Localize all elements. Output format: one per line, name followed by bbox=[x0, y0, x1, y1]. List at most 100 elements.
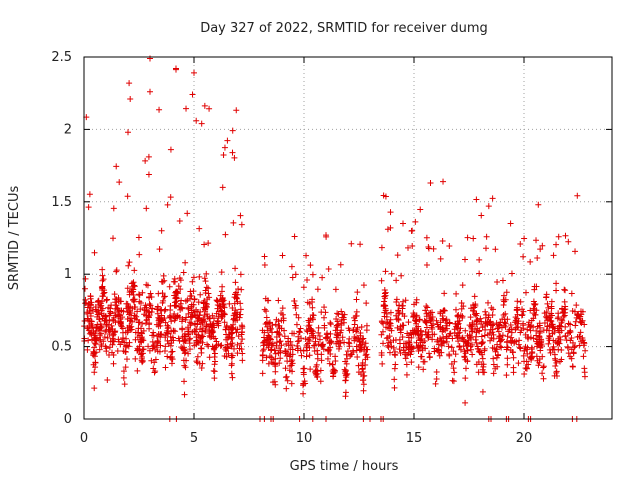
data-point bbox=[171, 278, 178, 285]
data-point bbox=[478, 320, 485, 327]
data-point bbox=[131, 315, 138, 322]
data-point bbox=[158, 227, 165, 234]
data-point bbox=[283, 353, 290, 360]
data-point bbox=[403, 371, 410, 378]
data-point bbox=[504, 338, 511, 345]
data-point bbox=[272, 355, 279, 362]
data-point bbox=[237, 212, 244, 219]
data-point bbox=[156, 316, 163, 323]
data-point bbox=[343, 351, 350, 358]
data-point bbox=[429, 309, 436, 316]
data-point bbox=[549, 346, 556, 353]
data-point bbox=[162, 332, 169, 339]
data-point bbox=[440, 307, 447, 314]
chart-title: Day 327 of 2022, SRMTID for receiver dum… bbox=[200, 21, 488, 36]
data-point bbox=[288, 362, 295, 369]
data-point bbox=[439, 312, 446, 319]
data-point bbox=[502, 310, 509, 317]
data-point bbox=[168, 360, 175, 367]
data-point bbox=[393, 299, 400, 306]
data-point bbox=[539, 242, 546, 249]
data-point bbox=[345, 325, 352, 332]
data-point bbox=[533, 353, 540, 360]
data-point bbox=[525, 335, 532, 342]
data-point bbox=[289, 357, 296, 364]
data-point bbox=[309, 271, 316, 278]
data-point bbox=[555, 233, 562, 240]
data-point bbox=[239, 323, 246, 330]
data-point bbox=[354, 289, 361, 296]
data-point bbox=[567, 337, 574, 344]
grid-lines bbox=[84, 57, 612, 419]
data-point bbox=[467, 334, 474, 341]
data-point bbox=[548, 305, 555, 312]
data-point bbox=[384, 342, 391, 349]
data-point bbox=[378, 352, 385, 359]
data-point bbox=[545, 304, 552, 311]
data-point bbox=[181, 330, 188, 337]
data-point bbox=[446, 242, 453, 249]
data-point bbox=[161, 293, 168, 300]
data-point bbox=[97, 330, 104, 337]
data-point bbox=[144, 316, 151, 323]
data-point bbox=[136, 251, 143, 258]
data-point bbox=[386, 349, 393, 356]
data-point bbox=[202, 278, 209, 285]
data-point bbox=[537, 339, 544, 346]
x-tick-label: 10 bbox=[296, 431, 313, 446]
data-point bbox=[480, 363, 487, 370]
data-point bbox=[170, 337, 177, 344]
data-point bbox=[117, 315, 124, 322]
data-point bbox=[435, 341, 442, 348]
data-point bbox=[521, 358, 528, 365]
data-point bbox=[543, 291, 550, 298]
data-point bbox=[332, 286, 339, 293]
data-point bbox=[353, 296, 360, 303]
data-point bbox=[499, 332, 506, 339]
data-point bbox=[179, 316, 186, 323]
data-point bbox=[102, 328, 109, 335]
data-point bbox=[334, 324, 341, 331]
data-point bbox=[478, 212, 485, 219]
data-point bbox=[206, 105, 213, 112]
data-point bbox=[190, 301, 197, 308]
data-point-peak bbox=[229, 149, 236, 156]
data-point bbox=[146, 321, 153, 328]
data-point-peak bbox=[147, 55, 153, 62]
data-point bbox=[483, 320, 490, 327]
data-point bbox=[556, 322, 563, 329]
data-point bbox=[397, 340, 404, 347]
data-point bbox=[135, 291, 142, 298]
data-point bbox=[181, 347, 188, 354]
data-point bbox=[91, 332, 98, 339]
data-point bbox=[99, 266, 106, 273]
data-point bbox=[432, 380, 439, 387]
data-point bbox=[562, 287, 569, 294]
data-point bbox=[436, 352, 443, 359]
data-point bbox=[116, 179, 123, 186]
data-point bbox=[169, 348, 176, 355]
data-point bbox=[111, 328, 118, 335]
data-point bbox=[122, 348, 129, 355]
data-point bbox=[223, 324, 230, 331]
data-point bbox=[184, 210, 191, 217]
data-point bbox=[106, 351, 113, 358]
data-point bbox=[113, 268, 120, 275]
data-point bbox=[536, 320, 543, 327]
data-point bbox=[110, 332, 117, 339]
data-point bbox=[496, 321, 503, 328]
data-point bbox=[114, 305, 121, 312]
data-point bbox=[228, 343, 235, 350]
data-point bbox=[527, 307, 534, 314]
data-point bbox=[565, 320, 572, 327]
data-point bbox=[221, 304, 228, 311]
data-point bbox=[222, 344, 229, 351]
data-point bbox=[472, 336, 479, 343]
data-point bbox=[409, 327, 416, 334]
data-point bbox=[210, 367, 217, 374]
data-point bbox=[145, 171, 152, 178]
data-point bbox=[221, 353, 228, 360]
data-point bbox=[131, 283, 138, 290]
data-point bbox=[300, 390, 307, 397]
data-point bbox=[223, 331, 230, 338]
